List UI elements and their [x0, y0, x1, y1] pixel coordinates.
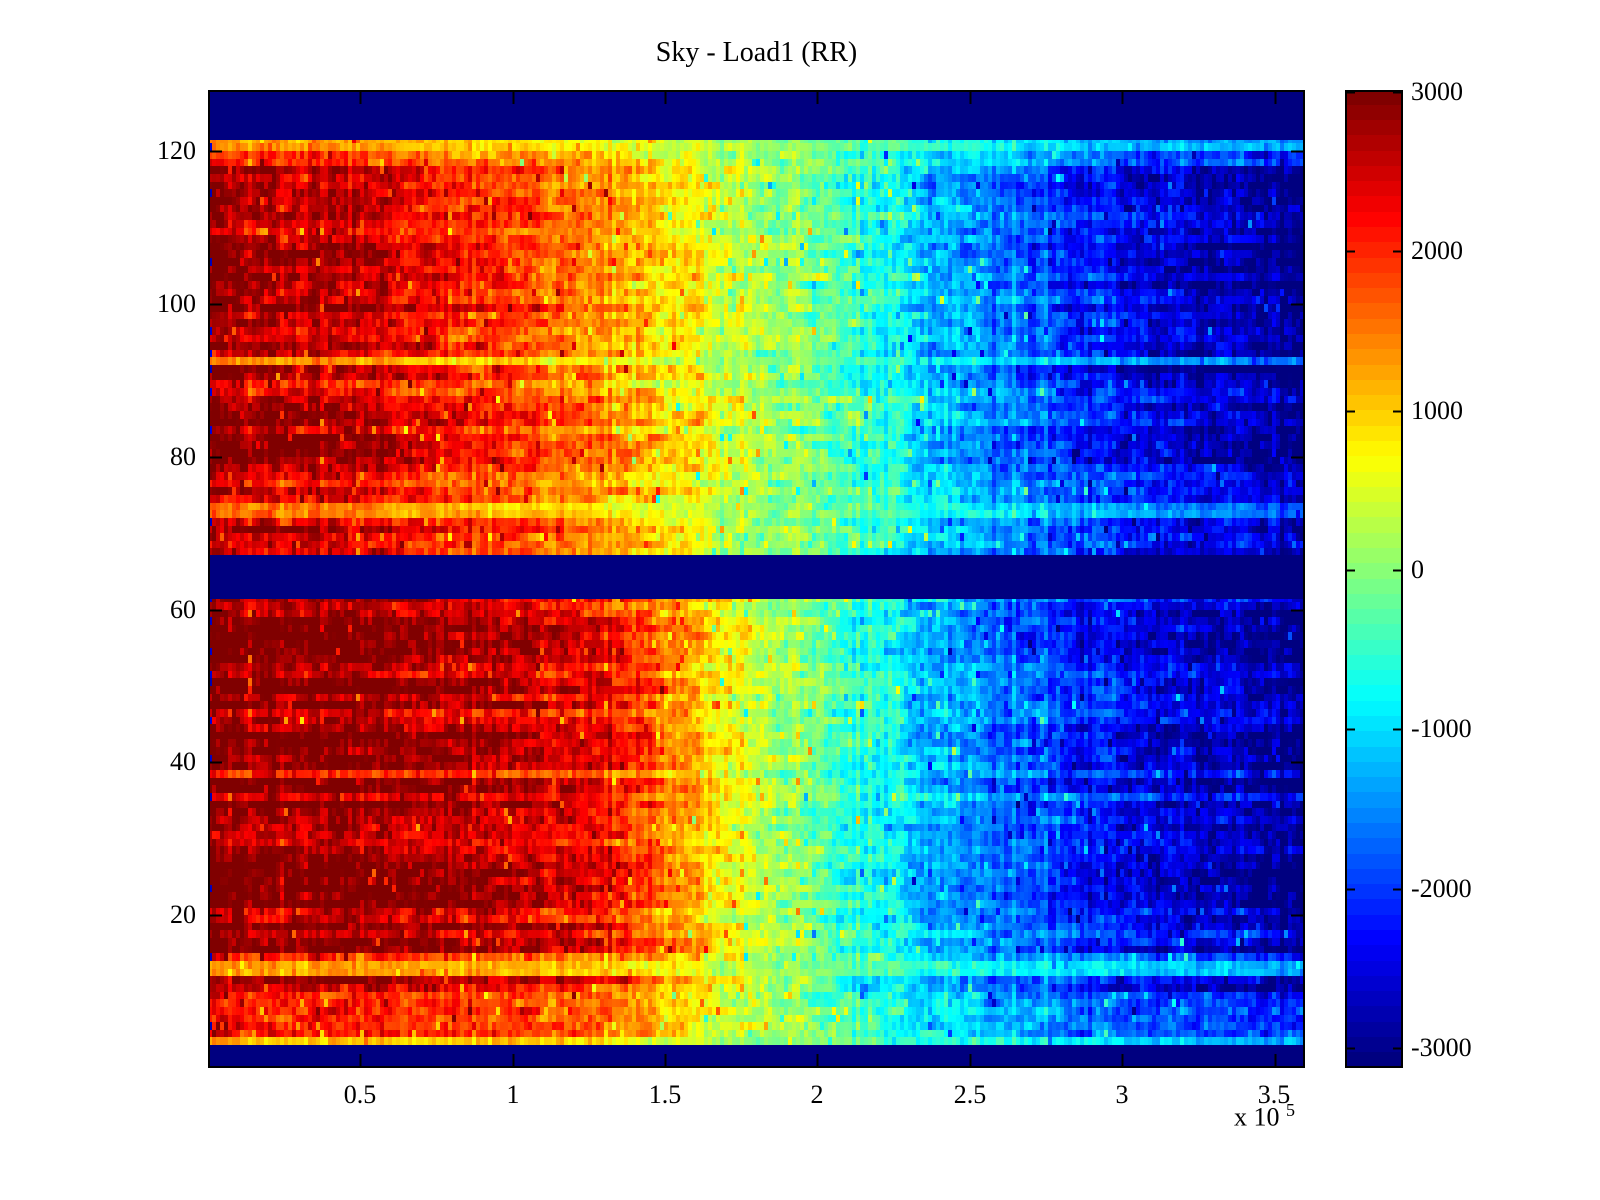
colorbar-label-m2000: -2000 — [1411, 874, 1472, 903]
colorbar-label-0: 0 — [1411, 555, 1424, 584]
heatmap-image — [208, 90, 1305, 1068]
y-tick-label-120: 120 — [157, 136, 196, 165]
x-tick-label-1p5: 1.5 — [648, 1080, 682, 1109]
x-tick-label-2: 2 — [810, 1080, 824, 1109]
y-tick-label-100: 100 — [157, 289, 196, 318]
y-tick-label-60: 60 — [170, 595, 196, 624]
x-tick-label-0p5: 0.5 — [343, 1080, 377, 1109]
colorbar-label-m1000: -1000 — [1411, 714, 1472, 743]
colorbar-label-2000: 2000 — [1411, 236, 1463, 265]
y-tick-label-40: 40 — [170, 747, 196, 776]
colorbar-label-3000: 3000 — [1411, 77, 1463, 106]
x-tick-label-3p5: 3.5 — [1257, 1080, 1291, 1109]
x-tick-label-1: 1 — [506, 1080, 520, 1109]
x-axis-exponent-label: x 10 5 — [1234, 1100, 1295, 1132]
colorbar-label-1000: 1000 — [1411, 396, 1463, 425]
colorbar — [1345, 90, 1403, 1068]
y-tick-label-20: 20 — [170, 900, 196, 929]
x-tick-label-3: 3 — [1115, 1080, 1129, 1109]
colorbar-label-m3000: -3000 — [1411, 1033, 1472, 1062]
y-tick-label-80: 80 — [170, 442, 196, 471]
chart-title: Sky - Load1 (RR) — [655, 37, 858, 68]
x-tick-label-2p5: 2.5 — [953, 1080, 987, 1109]
